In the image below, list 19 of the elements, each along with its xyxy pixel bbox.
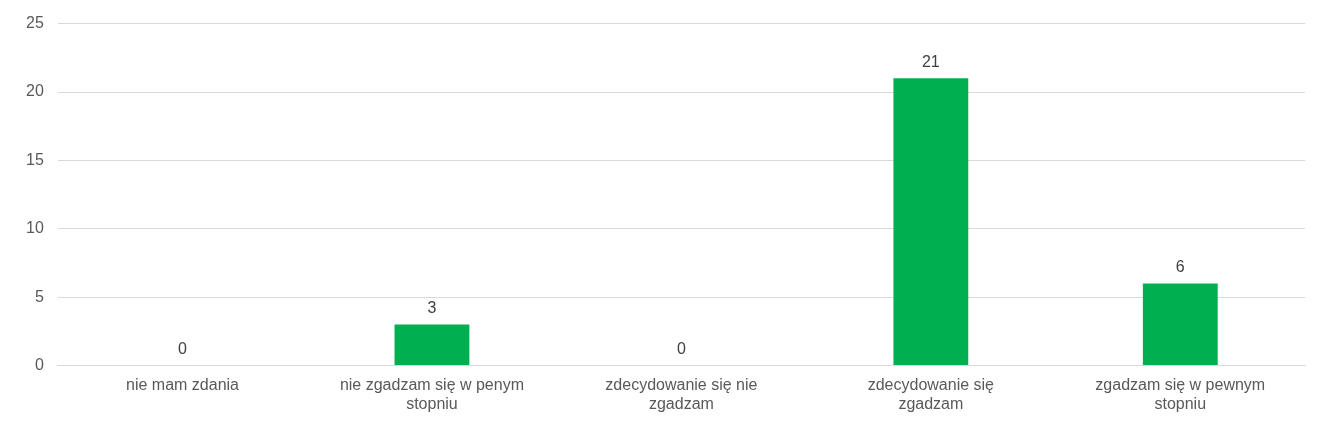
bar: [1142, 283, 1218, 366]
x-tick-label: zdecydowanie się zgadzam: [867, 375, 995, 412]
y-tick-label: 5: [34, 287, 44, 305]
y-tick-label: 0: [34, 356, 44, 374]
y-tick-label: 10: [26, 219, 44, 237]
x-tick-label: zdecydowanie się nie zgadzam: [605, 375, 758, 412]
data-label: 21: [921, 52, 940, 70]
x-tick-label: nie mam zdania: [126, 375, 240, 393]
y-tick-label: 25: [26, 14, 44, 32]
x-tick-label: zgadzam się w pewnym stopniu: [1095, 375, 1266, 412]
y-tick-label: 15: [26, 150, 44, 168]
bar: [893, 78, 969, 366]
data-label: 6: [1175, 257, 1185, 275]
bar: [394, 324, 470, 366]
data-label: 3: [427, 298, 437, 316]
x-tick-label: nie zgadzam się w penym stopniu: [339, 375, 524, 412]
y-tick-label: 20: [26, 82, 44, 100]
data-label: 0: [178, 340, 188, 358]
data-label: 0: [676, 340, 686, 358]
